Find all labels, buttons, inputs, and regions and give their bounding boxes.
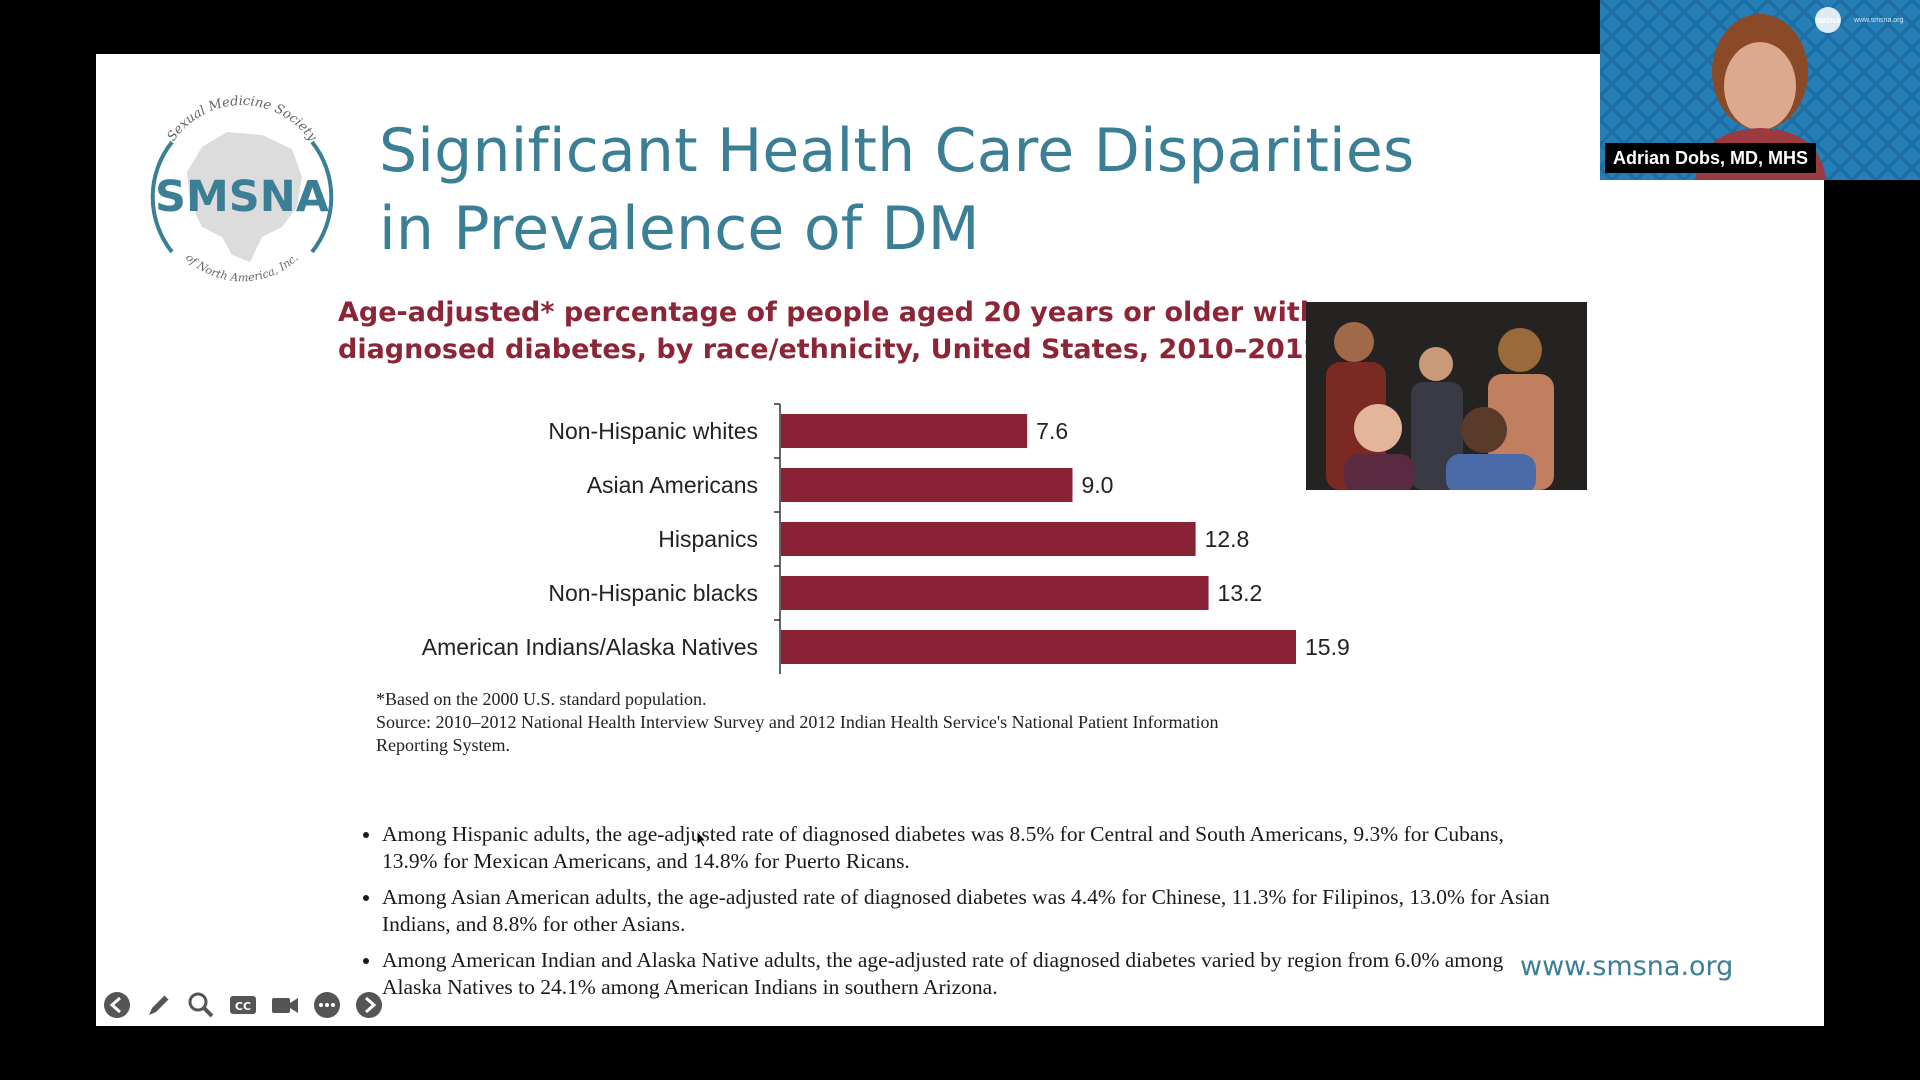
chart-bar <box>781 576 1209 610</box>
chart-value-label: 15.9 <box>1305 634 1350 660</box>
camera-icon[interactable] <box>268 989 301 1022</box>
chart-bar <box>781 630 1296 664</box>
chart-bar <box>781 468 1073 502</box>
chart-category-label: Non-Hispanic blacks <box>548 580 758 606</box>
chart-category-label: Hispanics <box>658 526 758 552</box>
chart-bar <box>781 522 1196 556</box>
chart-heading-line-1: Age-adjusted* percentage of people aged … <box>338 297 1319 328</box>
chart-bar <box>781 414 1028 448</box>
chart-category-label: American Indians/Alaska Natives <box>422 634 758 660</box>
closed-caption-icon[interactable]: CC <box>226 989 259 1022</box>
forward-arrow-icon[interactable] <box>352 989 385 1022</box>
chart-footnote: *Based on the 2000 U.S. standard populat… <box>376 689 707 709</box>
chart-heading-line-2: diagnosed diabetes, by race/ethnicity, U… <box>338 334 1323 365</box>
chart-value-label: 13.2 <box>1218 580 1263 606</box>
logo-ring-left <box>150 140 174 254</box>
chart-heading: Age-adjusted* percentage of people aged … <box>338 294 1418 368</box>
chart-source-note: *Based on the 2000 U.S. standard populat… <box>376 688 1476 757</box>
chart-source-line-2: Reporting System. <box>376 735 510 755</box>
back-arrow-icon[interactable] <box>100 989 133 1022</box>
slide-title-line-2: in Prevalence of DM <box>379 194 980 264</box>
logo-map-shape <box>187 132 302 262</box>
slide-title-line-1: Significant Health Care Disparities <box>379 116 1415 186</box>
speaker-name-label: Adrian Dobs, MD, MHS <box>1605 143 1817 173</box>
chart-category-label: Non-Hispanic whites <box>548 418 758 444</box>
presentation-slide: Sexual Medicine Society SMSNA of North A… <box>96 54 1824 1026</box>
mouse-cursor-icon <box>696 830 708 848</box>
chart-value-label: 7.6 <box>1036 418 1068 444</box>
pen-icon[interactable] <box>142 989 175 1022</box>
more-icon[interactable] <box>310 989 343 1022</box>
slide-title: Significant Health Care Disparities in P… <box>379 112 1529 268</box>
chart-category-label: Asian Americans <box>587 472 758 498</box>
chart-value-label: 12.8 <box>1205 526 1250 552</box>
logo-ring-right <box>310 140 334 254</box>
group-photo <box>1306 302 1587 490</box>
zoom-icon[interactable] <box>184 989 217 1022</box>
webcam-feed: SMSNA www.smsna.org Adrian Dobs, MD, MHS <box>1600 0 1920 180</box>
chart-value-label: 9.0 <box>1082 472 1114 498</box>
presentation-toolbar: CC <box>100 988 385 1022</box>
bullet-list: Among Hispanic adults, the age-adjusted … <box>358 821 1552 1010</box>
bullet-item-hispanic: Among Hispanic adults, the age-adjusted … <box>382 821 1552 875</box>
webcam-url: www.smsna.org <box>1854 17 1904 24</box>
webcam-logo-text: SMSNA <box>1815 18 1840 25</box>
website-url: www.smsna.org <box>1520 951 1734 982</box>
closed-caption-label: CC <box>234 1000 250 1013</box>
logo-center-text: SMSNA <box>155 172 330 222</box>
chart-source-line-1: Source: 2010–2012 National Health Interv… <box>376 712 1219 732</box>
bullet-item-asian: Among Asian American adults, the age-adj… <box>382 884 1552 938</box>
smsna-logo: Sexual Medicine Society SMSNA of North A… <box>150 94 334 284</box>
bullet-item-native: Among American Indian and Alaska Native … <box>382 947 1552 1001</box>
